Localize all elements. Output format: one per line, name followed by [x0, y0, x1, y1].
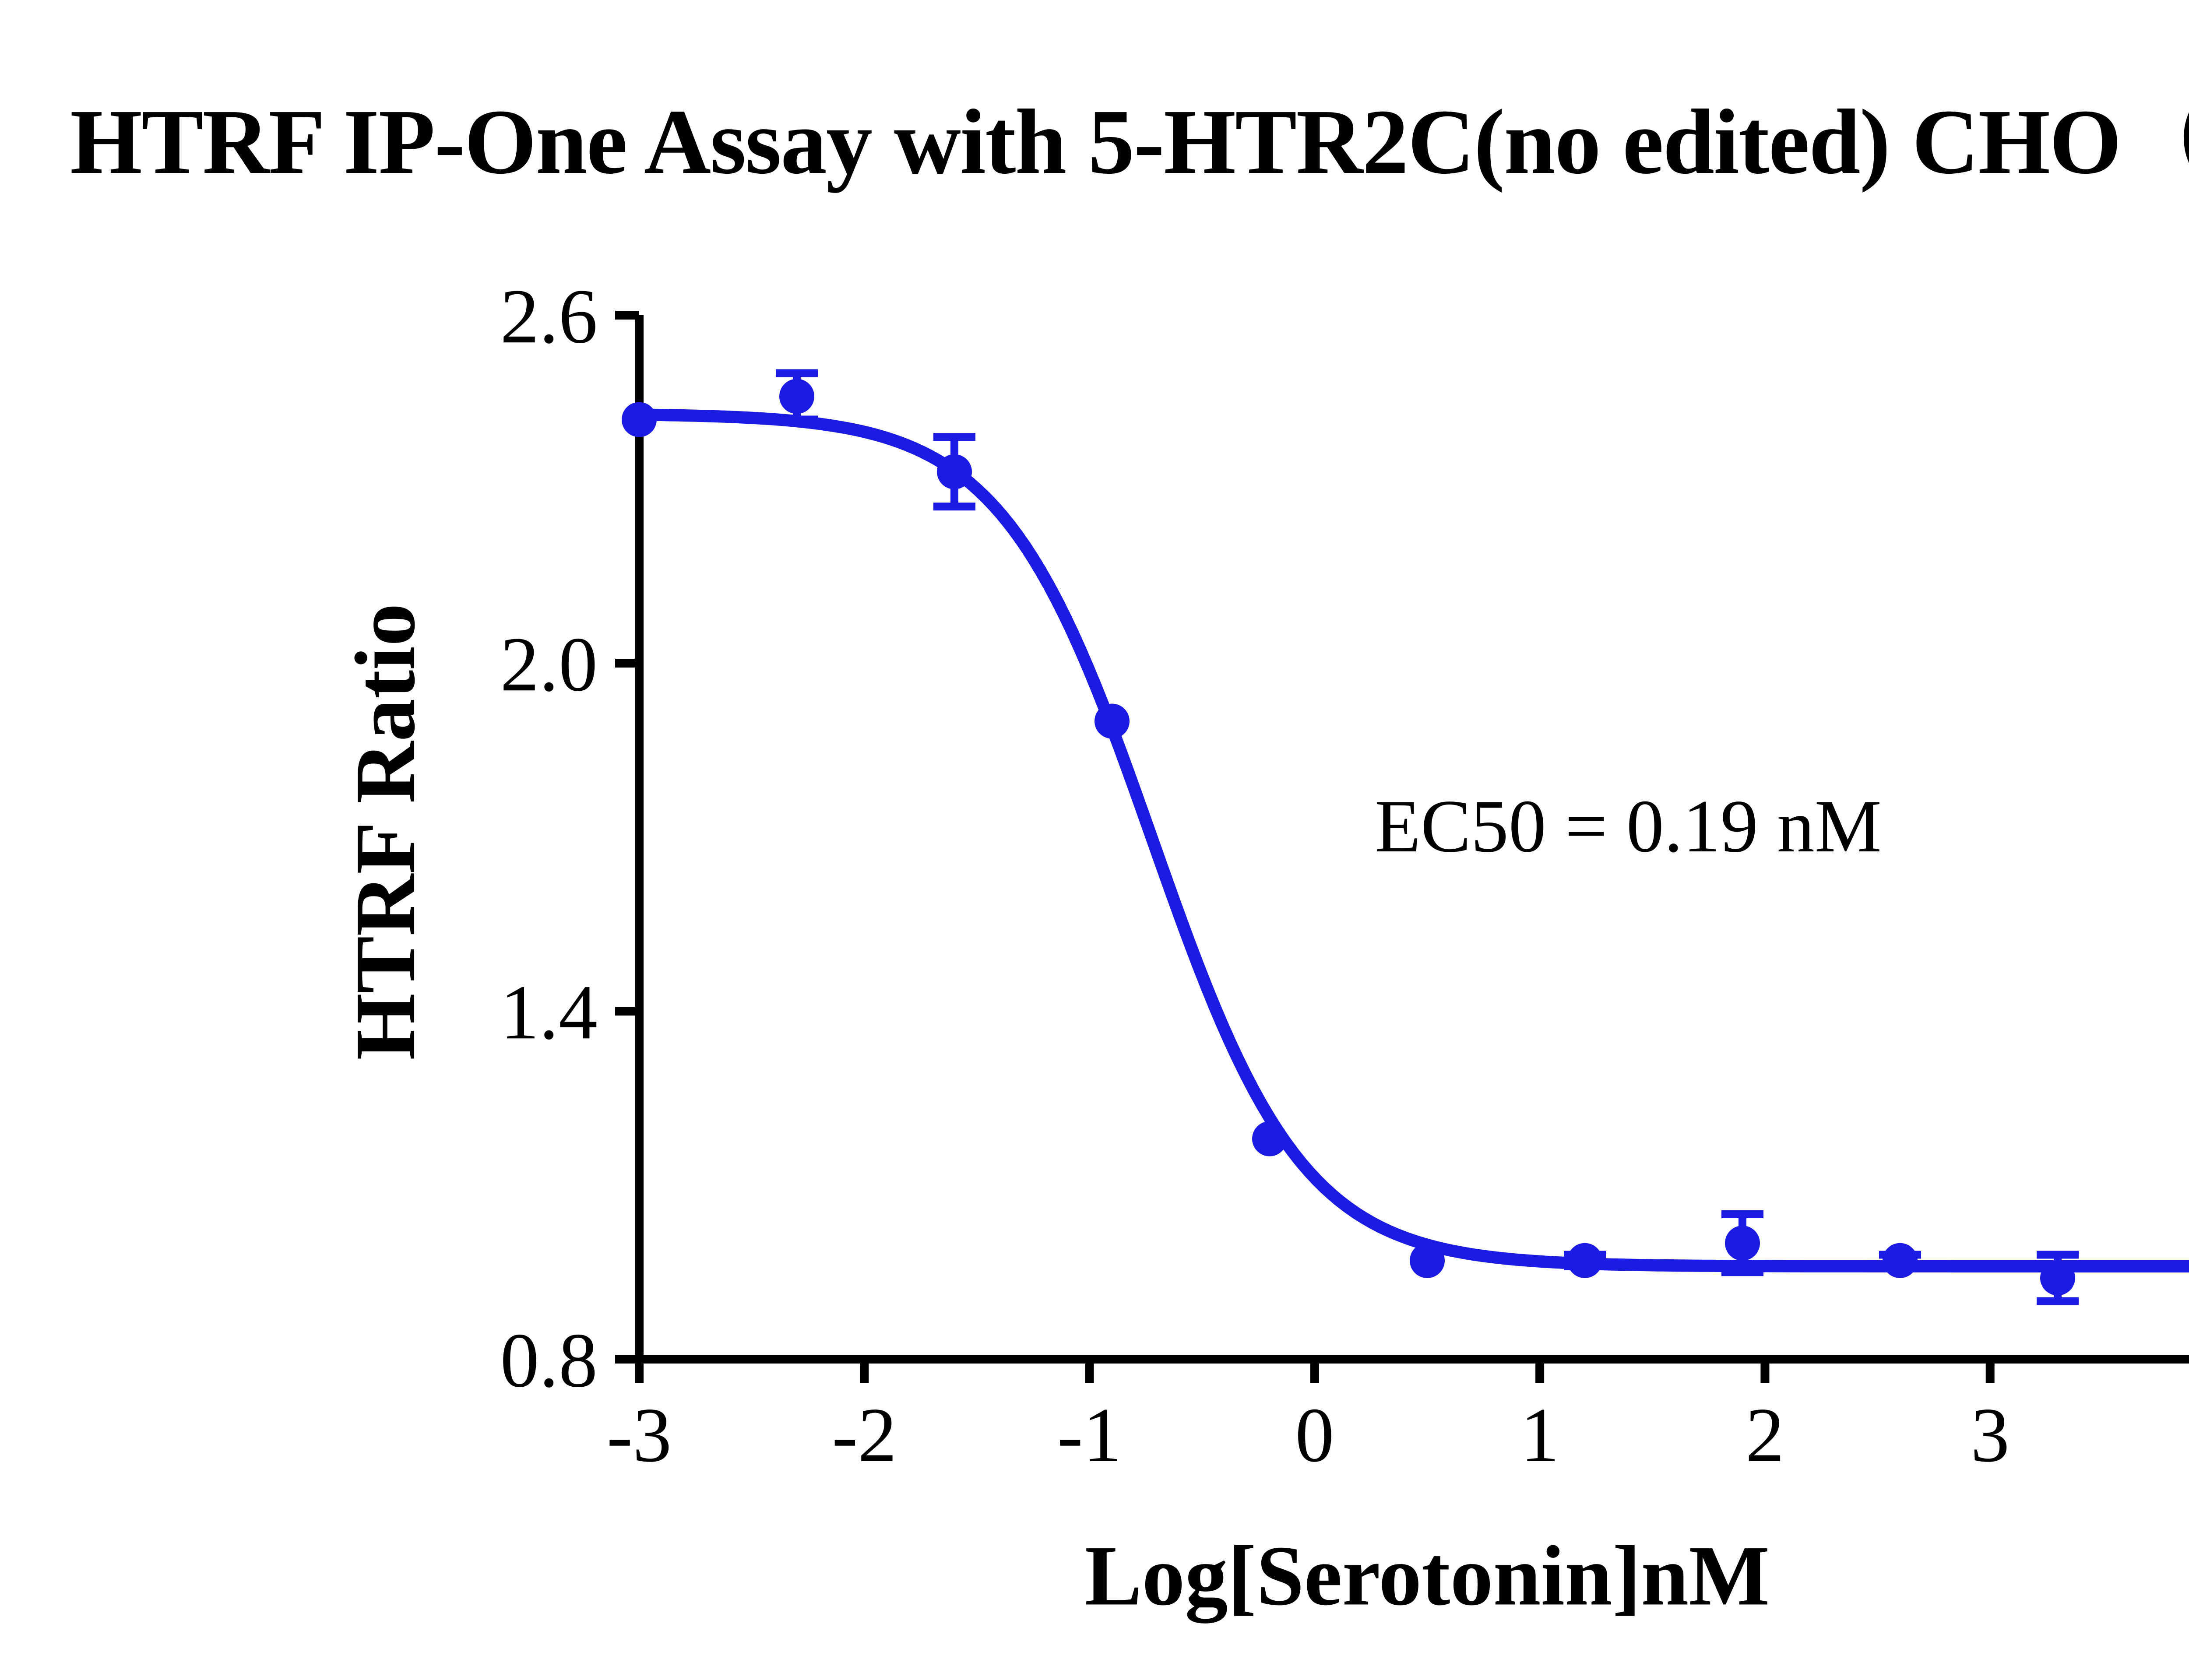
y-tick-label: 1.4: [500, 969, 598, 1055]
y-tick-label: 2.6: [500, 273, 598, 359]
fit-curve: [633, 408, 2189, 1272]
x-tick-label: 3: [1971, 1392, 2010, 1478]
data-point: [2040, 1260, 2075, 1296]
data-point: [779, 379, 814, 414]
ec50-annotation: EC50 = 0.19 nM: [1375, 785, 1882, 868]
data-point: [1094, 703, 1130, 739]
x-tick-label: 1: [1520, 1392, 1559, 1478]
data-point: [1883, 1243, 1918, 1278]
data-point: [1567, 1243, 1602, 1278]
data-point: [622, 402, 657, 437]
x-axis-label: Log[Serotonin]nM: [1084, 1528, 1770, 1624]
y-tick-label: 2.0: [500, 621, 598, 707]
x-tick-label: 0: [1295, 1392, 1334, 1478]
chart-title: HTRF IP-One Assay with 5-HTR2C(no edited…: [70, 90, 2189, 193]
x-tick-label: 2: [1746, 1392, 1784, 1478]
data-point: [1252, 1121, 1287, 1156]
x-tick-label: -3: [607, 1392, 672, 1478]
y-tick-label: 0.8: [500, 1317, 598, 1403]
data-point: [1725, 1226, 1760, 1261]
x-tick-label: -1: [1057, 1392, 1122, 1478]
data-point: [937, 454, 972, 489]
x-tick-label: -2: [832, 1392, 897, 1478]
axis-lines: [635, 315, 2189, 1364]
data-point: [1410, 1243, 1445, 1278]
